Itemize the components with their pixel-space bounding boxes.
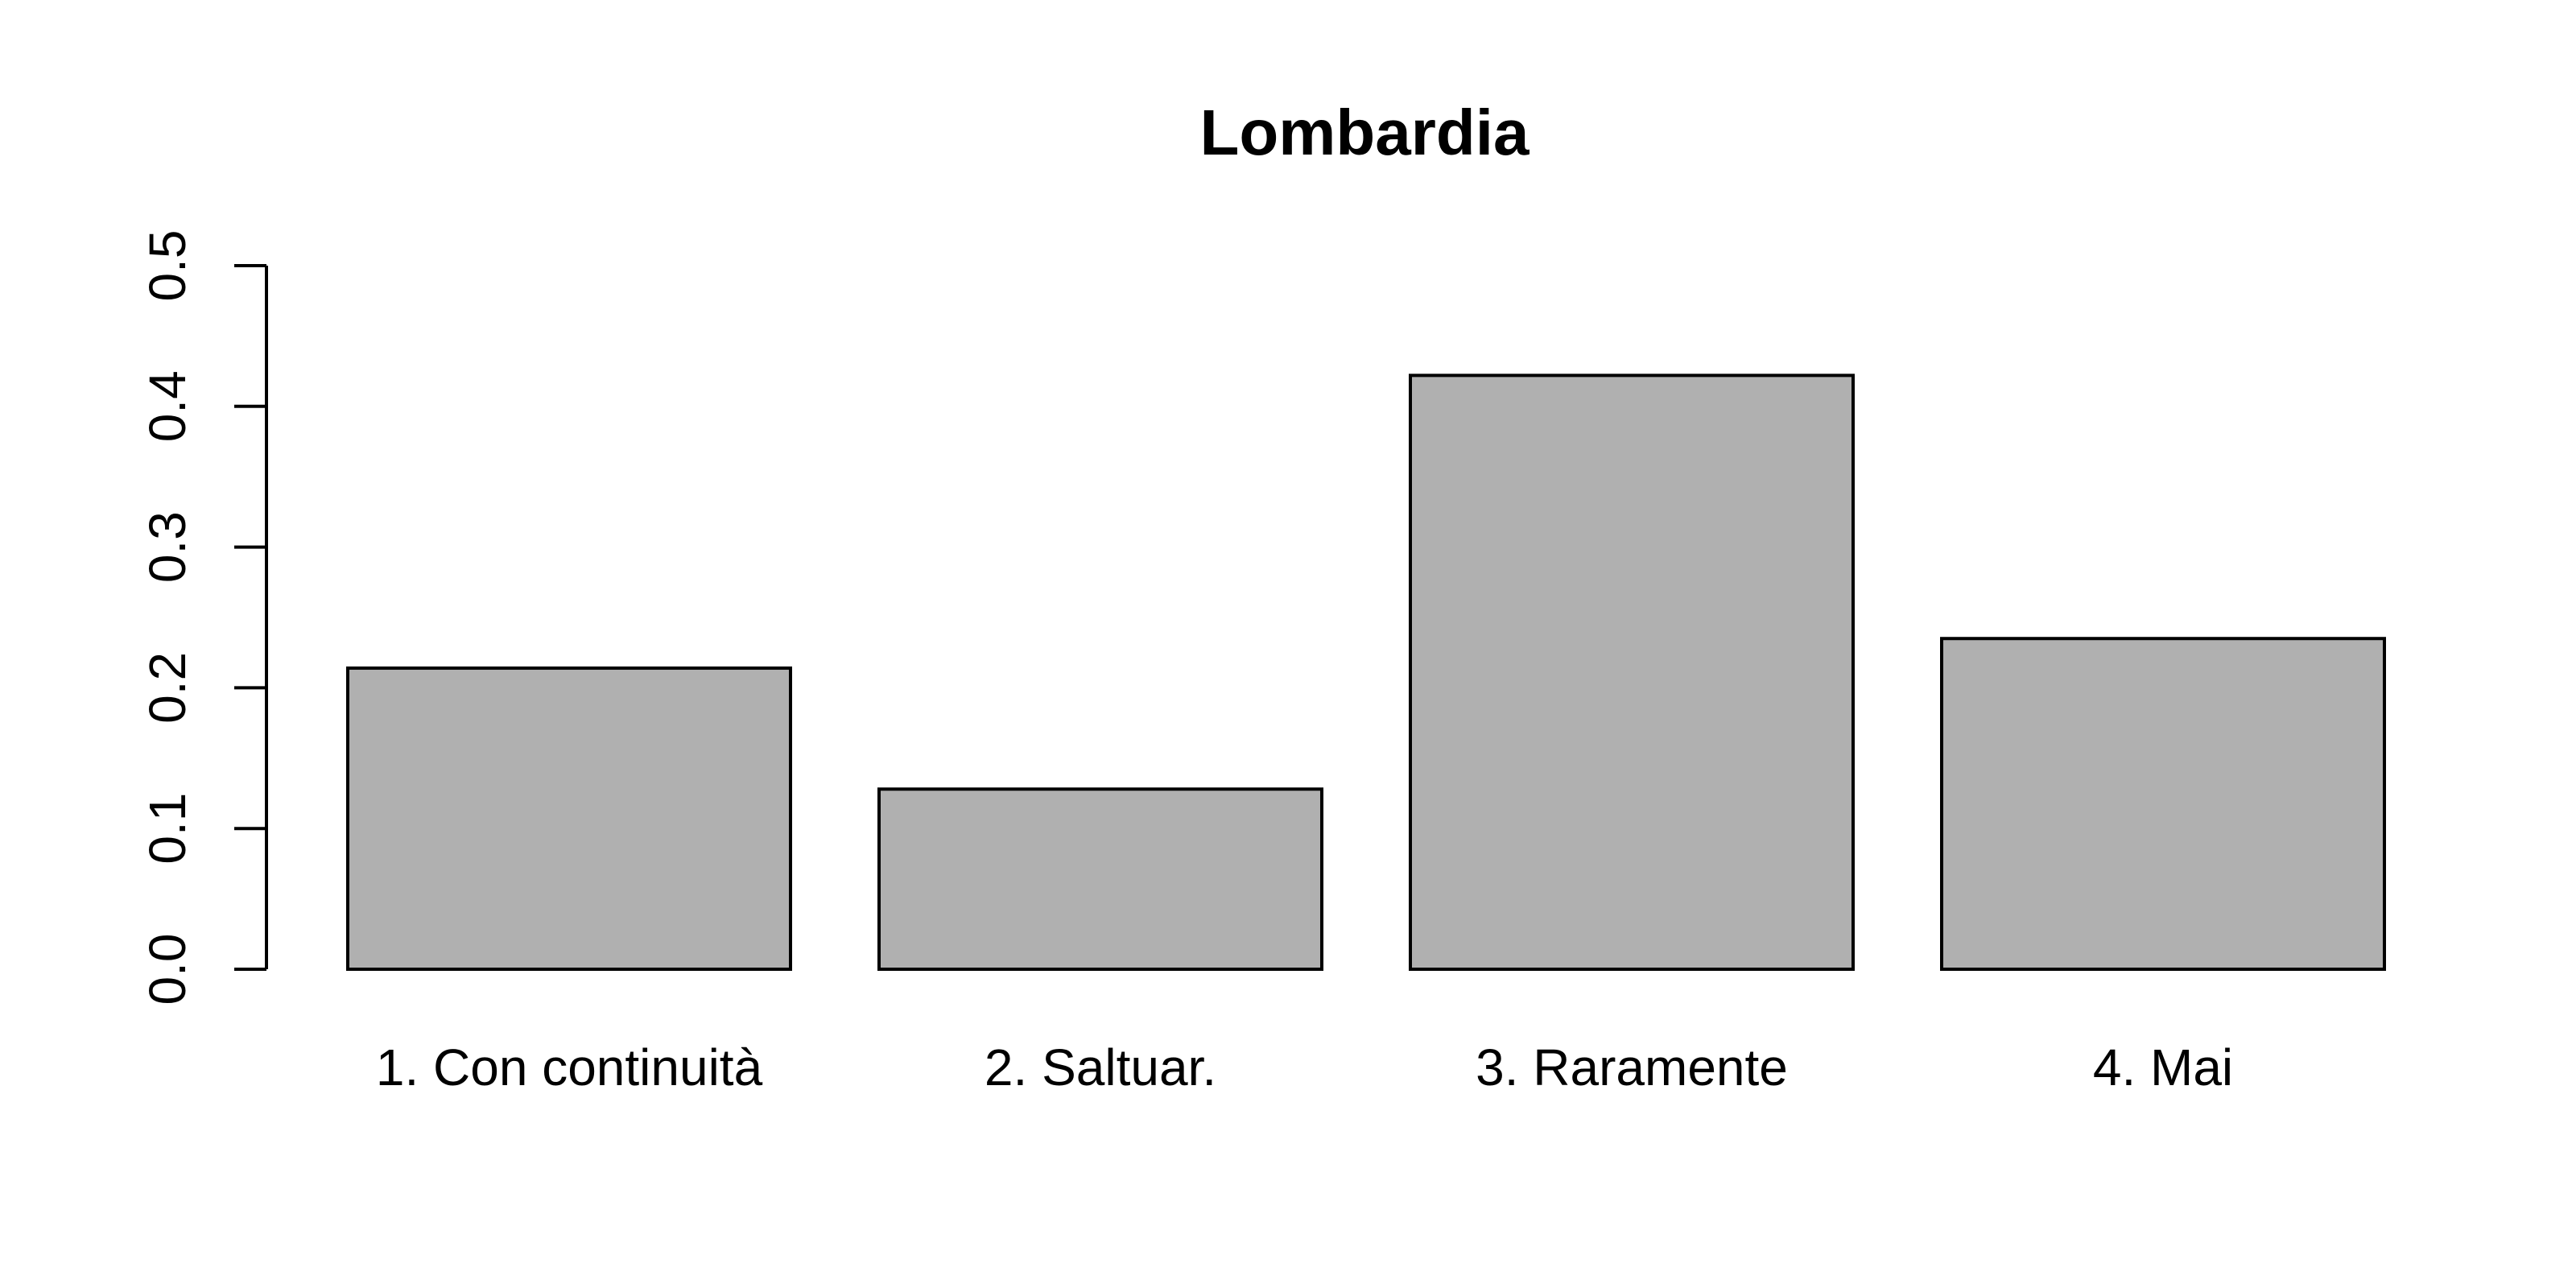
bar-2	[877, 787, 1323, 971]
x-tick-label: 1. Con continuità	[376, 1038, 763, 1096]
x-tick-label: 2. Saltuar.	[985, 1038, 1216, 1096]
chart-title: Lombardia	[1200, 97, 1530, 168]
y-tick-label: 0.0	[138, 934, 196, 1005]
y-axis: 0.0 0.1 0.2 0.3 0.4 0.5	[138, 230, 268, 1005]
y-tick-label: 0.3	[138, 511, 196, 583]
x-tick-label: 4. Mai	[2093, 1038, 2233, 1096]
x-tick-label: 3. Raramente	[1476, 1038, 1788, 1096]
bars-group	[346, 374, 2386, 971]
y-tick-label: 0.1	[138, 793, 196, 865]
y-tick-label: 0.4	[138, 370, 196, 442]
bar-4	[1940, 637, 2386, 971]
x-axis-labels: 1. Con continuità 2. Saltuar. 3. Raramente…	[376, 1038, 2233, 1096]
bar-1	[346, 666, 792, 971]
y-tick-label: 0.2	[138, 652, 196, 724]
bar-3	[1409, 374, 1855, 971]
y-tick-label: 0.5	[138, 230, 196, 302]
